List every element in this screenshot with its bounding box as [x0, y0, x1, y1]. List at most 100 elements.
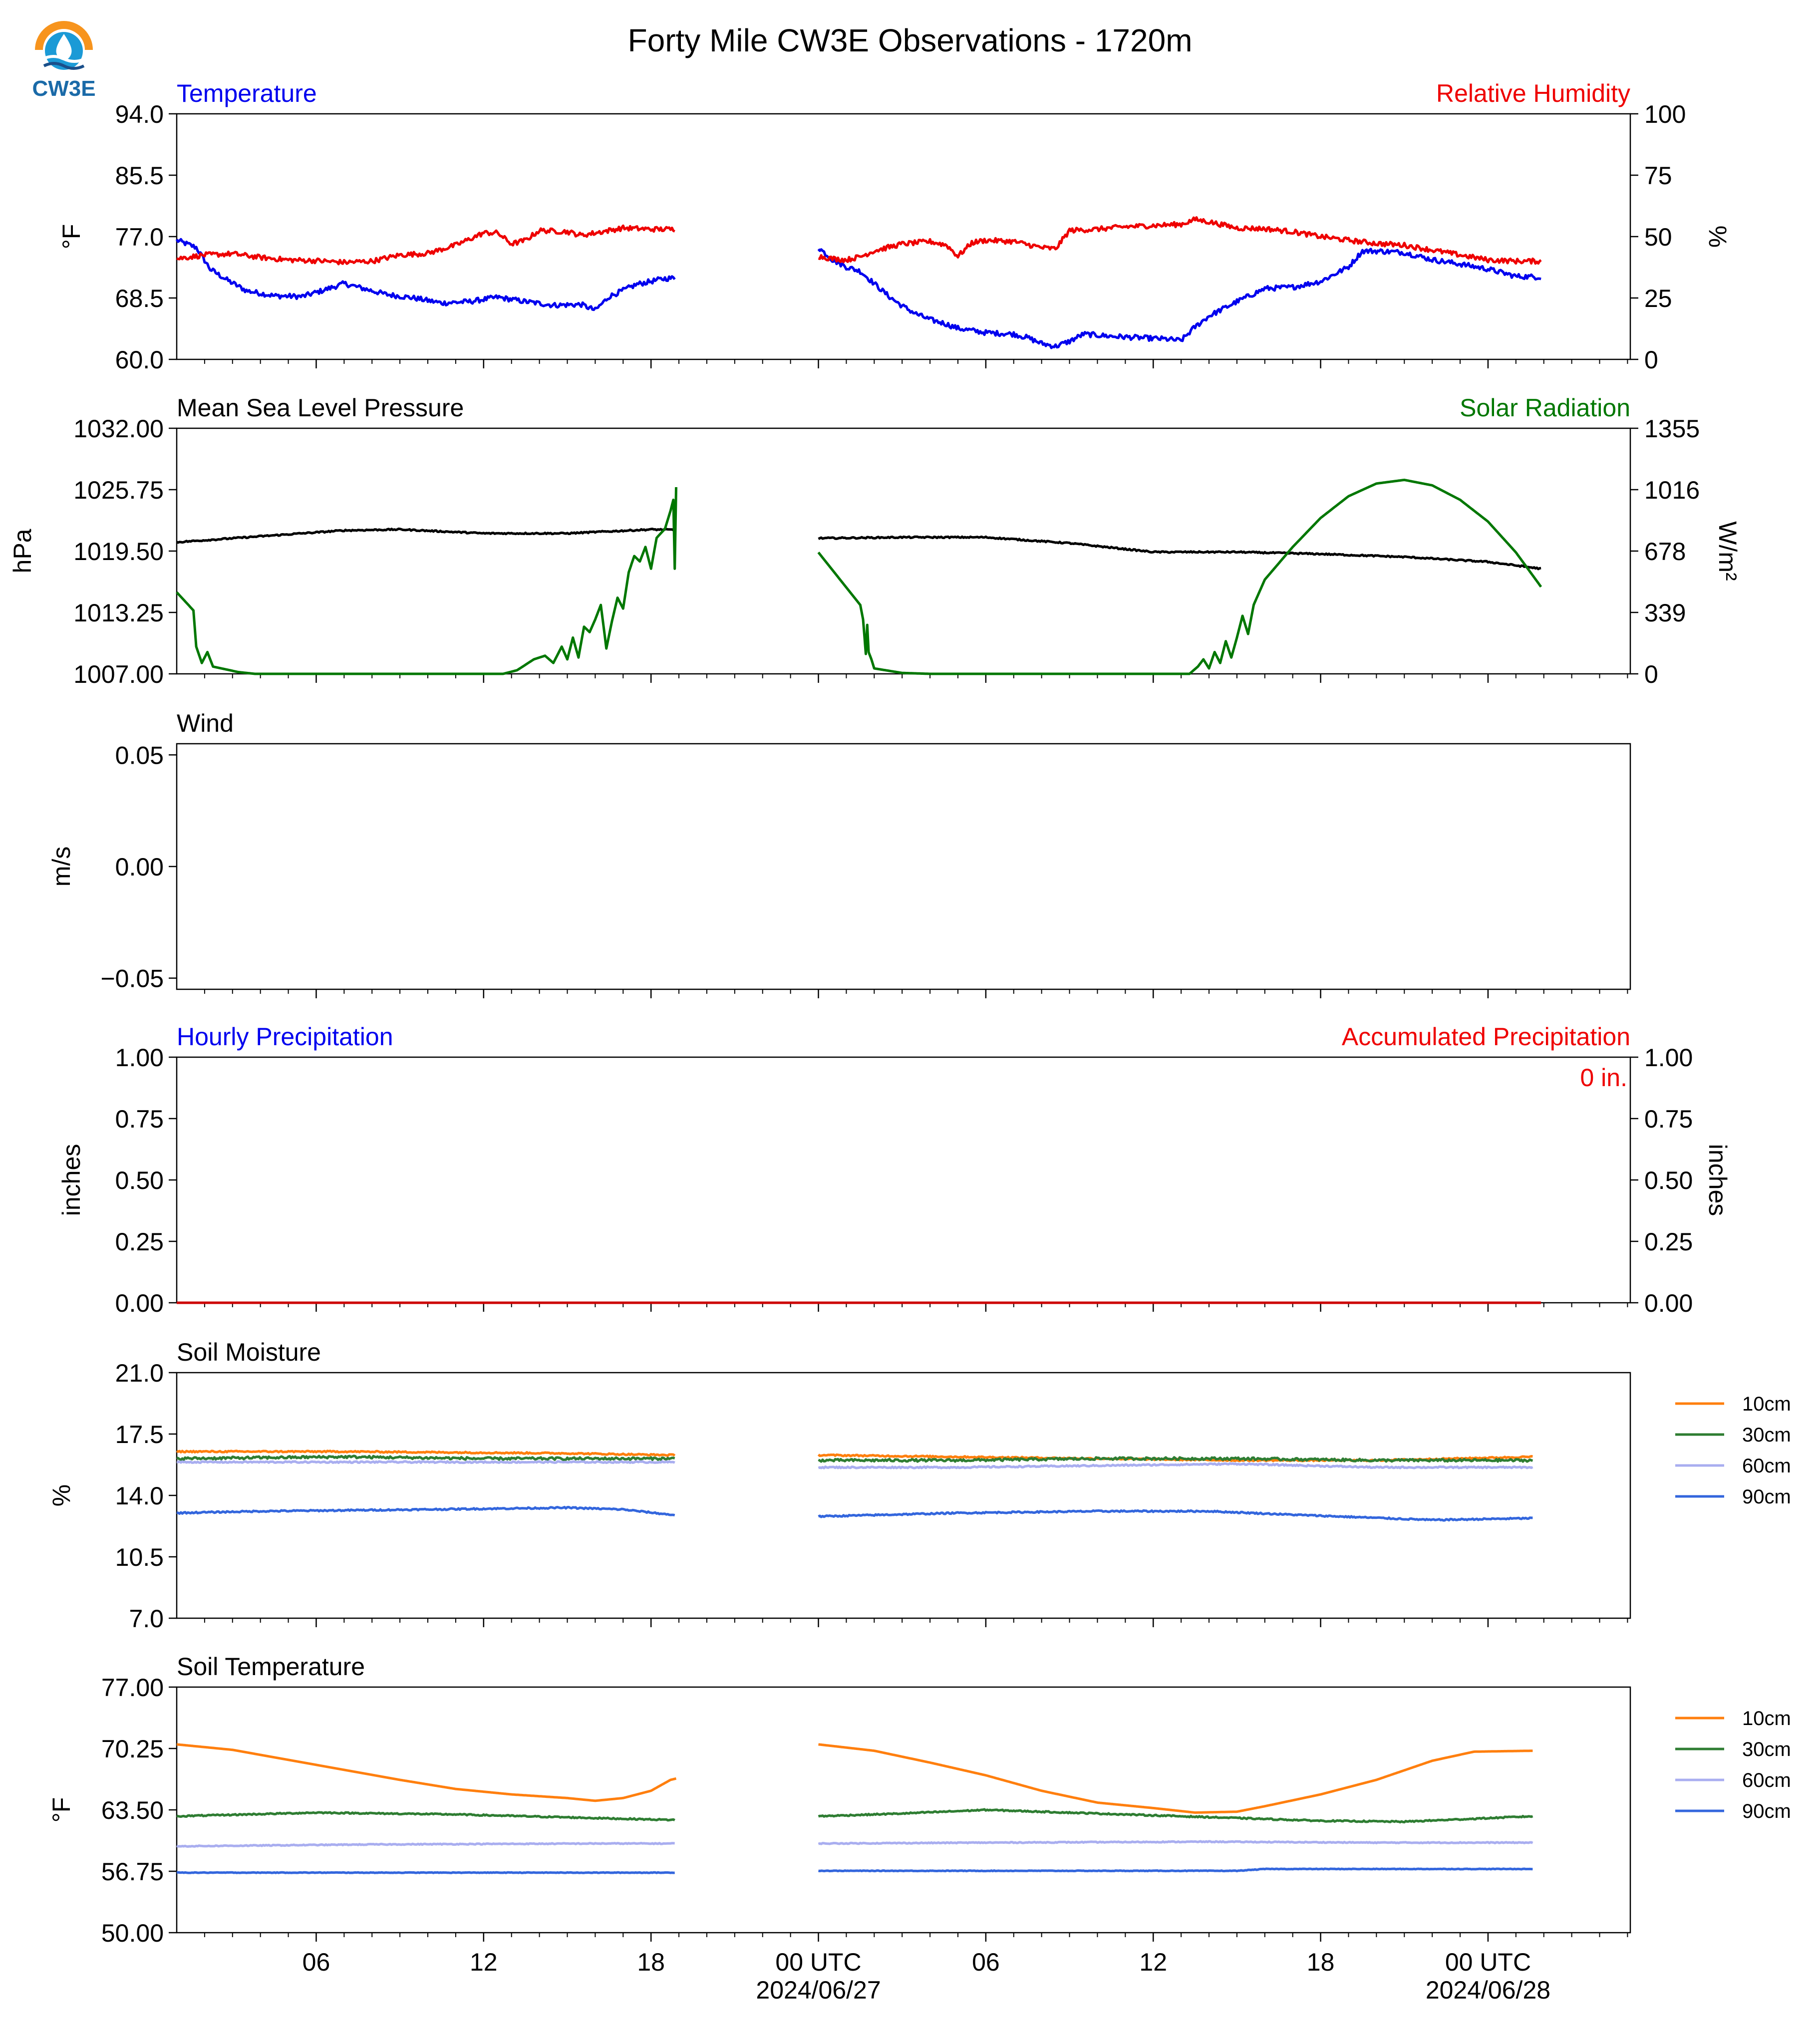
legend-label: 30cm — [1742, 1424, 1791, 1446]
panel-title-right: Solar Radiation — [1460, 394, 1630, 422]
panel-mean-sea-level-pressure: Mean Sea Level Pressure Solar Radiation 10… — [8, 394, 1742, 688]
series-line-30cm — [176, 1808, 1533, 1824]
x-tick-label: 18 — [1307, 1948, 1335, 1976]
y-axis-label-right: % — [1704, 226, 1732, 248]
y-tick-label-right: 1355 — [1644, 415, 1700, 443]
y-tick-label: 7.0 — [129, 1605, 164, 1633]
y-tick-label-right: 0.50 — [1644, 1166, 1693, 1194]
y-axis-label: inches — [57, 1144, 85, 1216]
panel-hourly-precipitation: Hourly Precipitation Accumulated Precipit… — [57, 1023, 1732, 1317]
y-tick-label: 50.00 — [101, 1919, 164, 1947]
panel-soil-moisture: Soil Moisture 7.0 10.5 14.0 17.5 21.0% 10cm 30c… — [47, 1338, 1791, 1633]
y-tick-label: 21.0 — [115, 1359, 164, 1387]
y-tick-label-right: 1.00 — [1644, 1044, 1693, 1072]
x-tick-label: 06 — [972, 1948, 1000, 1976]
panel-title-right: Relative Humidity — [1436, 79, 1630, 107]
y-tick-label-right: 25 — [1644, 285, 1672, 312]
y-tick-label: 70.25 — [101, 1735, 164, 1763]
panel-temperature: Temperature Relative Humidity 60.0 68.5 77.0… — [57, 79, 1732, 374]
panel-title: Temperature — [177, 79, 317, 107]
x-tick-label: 12 — [470, 1948, 498, 1976]
series-line-90cm — [176, 1867, 1533, 1874]
x-tick-date-label: 2024/06/27 — [756, 1976, 881, 2004]
logo-text: CW3E — [32, 76, 95, 101]
series-line-mean-sea-level-pressure — [176, 527, 1541, 571]
y-tick-label: 60.0 — [115, 346, 164, 374]
panel-soil-temperature: Soil Temperature 50.00 56.75 63.50 70.25 77.0… — [47, 1653, 1791, 2004]
y-tick-label: 1.00 — [115, 1044, 164, 1072]
y-tick-label: 10.5 — [115, 1543, 164, 1571]
y-tick-label: 0.00 — [115, 1289, 164, 1317]
y-tick-label: 0.05 — [115, 741, 164, 769]
plot-frame — [176, 1056, 1631, 1304]
y-axis-label-right: W/m² — [1714, 521, 1742, 580]
y-tick-label: 77.0 — [115, 223, 164, 251]
plot-frame — [176, 1686, 1631, 1934]
y-axis-label: m/s — [47, 847, 75, 887]
y-axis-label: hPa — [8, 529, 36, 573]
y-tick-label: 0.00 — [115, 853, 164, 881]
series-line-temperature — [175, 238, 1541, 349]
x-tick-label: 00 UTC — [775, 1948, 861, 1976]
plot-frame — [176, 743, 1631, 990]
y-tick-label-right: 0.75 — [1644, 1105, 1693, 1133]
y-tick-label-right: 0 — [1644, 346, 1658, 374]
y-tick-label-right: 100 — [1644, 100, 1686, 128]
y-tick-label-right: 0 — [1644, 660, 1658, 688]
legend-label: 60cm — [1742, 1769, 1791, 1791]
legend-label: 10cm — [1742, 1393, 1791, 1415]
plot-frame — [176, 427, 1631, 675]
legend-label: 60cm — [1742, 1455, 1791, 1477]
y-tick-label-right: 0.25 — [1644, 1228, 1693, 1256]
y-tick-label: 63.50 — [101, 1796, 164, 1824]
y-tick-label: 14.0 — [115, 1482, 164, 1510]
y-tick-label: 0.25 — [115, 1228, 164, 1256]
y-tick-label: 0.75 — [115, 1105, 164, 1133]
x-tick-label: 06 — [303, 1948, 330, 1976]
x-tick-date-label: 2024/06/28 — [1426, 1976, 1550, 2004]
x-tick-label: 00 UTC — [1445, 1948, 1531, 1976]
y-axis-label-right: inches — [1704, 1144, 1732, 1216]
logo-wave-1 — [42, 55, 86, 63]
x-tick-label: 12 — [1139, 1948, 1167, 1976]
panel-title: Hourly Precipitation — [177, 1023, 393, 1051]
y-tick-label: −0.05 — [100, 965, 164, 993]
panel-title: Wind — [177, 709, 234, 737]
series-line-60cm — [176, 1840, 1533, 1848]
y-tick-label: 1019.50 — [73, 538, 164, 566]
y-axis-label: °F — [47, 1797, 75, 1823]
x-tick-label: 18 — [637, 1948, 665, 1976]
y-tick-label: 77.00 — [101, 1674, 164, 1702]
y-axis-label: % — [47, 1484, 75, 1506]
panel-title: Soil Moisture — [177, 1338, 321, 1366]
y-tick-label-right: 50 — [1644, 223, 1672, 251]
series-line-30cm — [176, 1454, 1533, 1463]
y-tick-label-right: 1016 — [1644, 476, 1700, 504]
y-tick-label: 1025.75 — [73, 476, 164, 504]
accumulated-total-label: 0 in. — [1580, 1064, 1627, 1092]
y-axis-label: °F — [57, 224, 85, 250]
y-tick-label-right: 0.00 — [1644, 1289, 1693, 1317]
panel-wind: Wind −0.05 0.00 0.05 m/s — [47, 709, 1631, 998]
figure-title: Forty Mile CW3E Observations - 1720m — [628, 22, 1193, 58]
legend-label: 90cm — [1742, 1486, 1791, 1508]
series-line-10cm — [176, 1743, 1533, 1814]
panel-title: Mean Sea Level Pressure — [177, 394, 464, 422]
panel-title-right: Accumulated Precipitation — [1342, 1023, 1630, 1051]
y-tick-label: 56.75 — [101, 1858, 164, 1886]
cw3e-logo: CW3E — [32, 21, 96, 101]
logo-wave-2 — [43, 62, 85, 70]
y-tick-label-right: 678 — [1644, 538, 1686, 566]
y-tick-label: 94.0 — [115, 100, 164, 128]
y-tick-label: 1013.25 — [73, 599, 164, 627]
y-tick-label-right: 75 — [1644, 162, 1672, 190]
logo-water-drop-icon — [56, 34, 72, 60]
legend-label: 90cm — [1742, 1800, 1791, 1822]
y-tick-label: 85.5 — [115, 162, 164, 190]
series-line-90cm — [176, 1505, 1533, 1522]
y-tick-label: 17.5 — [115, 1421, 164, 1449]
panel-title: Soil Temperature — [177, 1653, 365, 1681]
y-tick-label-right: 339 — [1644, 599, 1686, 627]
y-tick-label: 1032.00 — [73, 415, 164, 443]
